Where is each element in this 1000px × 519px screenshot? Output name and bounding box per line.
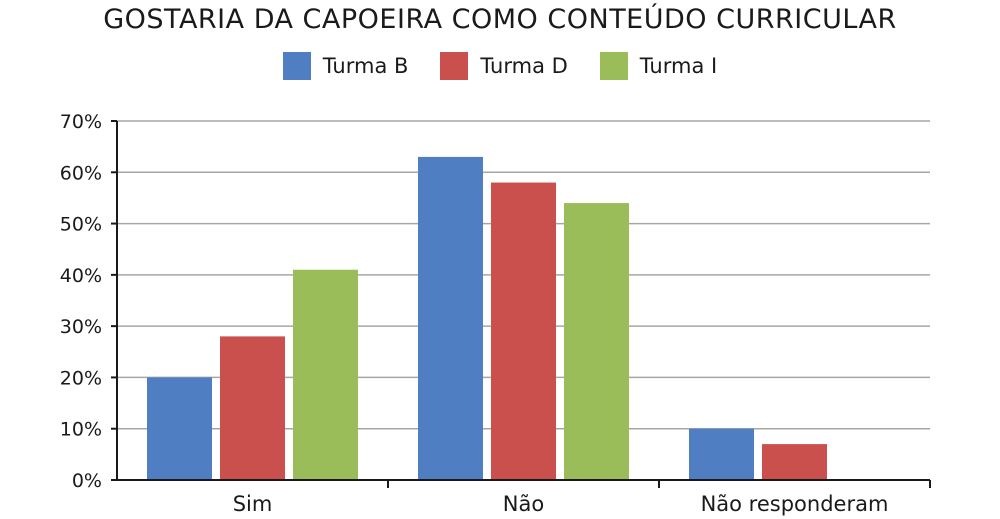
bar <box>220 336 285 480</box>
y-tick-label: 50% <box>60 214 102 236</box>
bar <box>293 269 358 480</box>
legend-swatch-turma-i <box>599 52 628 80</box>
y-tick-label: 70% <box>60 111 102 133</box>
legend-swatch-turma-b <box>282 52 311 80</box>
legend-item-turma-d: Turma D <box>440 52 568 80</box>
y-tick-label: 10% <box>60 419 102 441</box>
legend-item-turma-b: Turma B <box>282 52 409 80</box>
y-tick-label: 30% <box>60 316 102 338</box>
legend-label-turma-b: Turma B <box>322 54 409 78</box>
legend-item-turma-i: Turma I <box>599 52 718 80</box>
legend-label-turma-d: Turma D <box>480 54 568 78</box>
y-tick-label: 60% <box>60 162 102 184</box>
bar <box>762 444 827 480</box>
bar <box>689 428 754 480</box>
bar <box>418 156 483 480</box>
bar <box>147 377 212 480</box>
y-tick-label: 40% <box>60 265 102 287</box>
y-tick-label: 0% <box>72 470 102 492</box>
x-tick-label: Não responderam <box>701 492 889 516</box>
y-tick-label: 20% <box>60 367 102 389</box>
chart-title: GOSTARIA DA CAPOEIRA COMO CONTEÚDO CURRI… <box>103 4 897 35</box>
legend-label-turma-i: Turma I <box>639 54 718 78</box>
x-tick-label: Não <box>503 492 544 516</box>
bar <box>564 203 629 481</box>
bar <box>491 182 556 481</box>
x-tick-label: Sim <box>233 492 273 516</box>
legend-swatch-turma-d <box>440 52 469 80</box>
chart-legend: Turma B Turma D Turma I <box>0 52 1000 80</box>
